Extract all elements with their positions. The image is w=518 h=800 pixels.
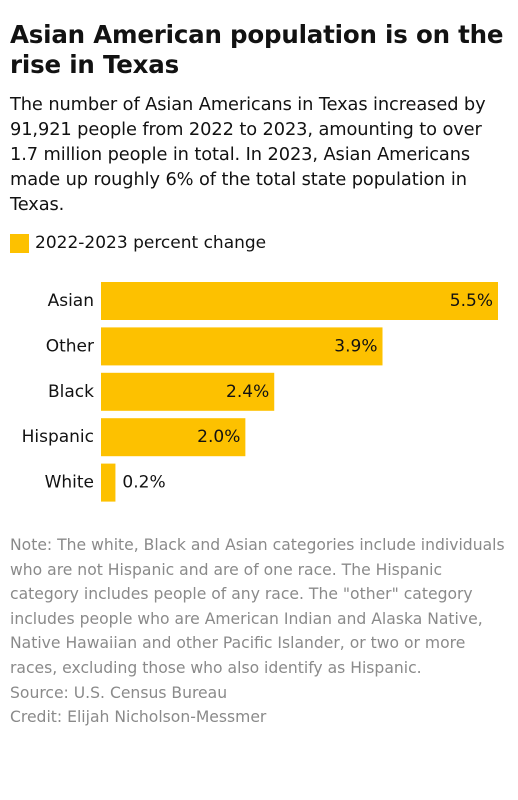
- bar-asian: [101, 282, 498, 320]
- credit-text: Credit: Elijah Nicholson-Messmer: [10, 708, 267, 727]
- note-text: Note: The white, Black and Asian categor…: [10, 536, 505, 677]
- value-label: 2.0%: [197, 427, 240, 447]
- value-label: 0.2%: [122, 473, 165, 493]
- category-label: Other: [46, 336, 94, 356]
- bar-chart: Asian 5.5% Other 3.9% Black 2.4% Hispanic 2.0% W…: [22, 282, 498, 502]
- category-label: White: [45, 473, 94, 493]
- chart-title: Asian American population is on the rise…: [10, 20, 504, 79]
- legend-swatch: [10, 233, 29, 253]
- chart-notes: Note: The white, Black and Asian categor…: [10, 533, 510, 730]
- chart-subtitle: The number of Asian Americans in Texas i…: [10, 94, 486, 215]
- bar-black: [101, 372, 275, 411]
- bar-white: [101, 463, 116, 502]
- source-text: Source: U.S. Census Bureau: [10, 683, 228, 702]
- legend: 2022-2023 percent change: [10, 233, 508, 253]
- bar-hispanic: [101, 418, 246, 457]
- value-label: 2.4%: [226, 382, 269, 402]
- legend-label: 2022-2023 percent change: [35, 233, 267, 253]
- bar-other: [101, 327, 383, 366]
- category-label: Asian: [48, 291, 94, 311]
- category-label: Black: [48, 382, 94, 402]
- value-label: 3.9%: [334, 336, 377, 356]
- category-label: Hispanic: [22, 427, 94, 447]
- value-label: 5.5%: [450, 291, 493, 311]
- chart-header: Asian American population is on the rise…: [10, 20, 508, 253]
